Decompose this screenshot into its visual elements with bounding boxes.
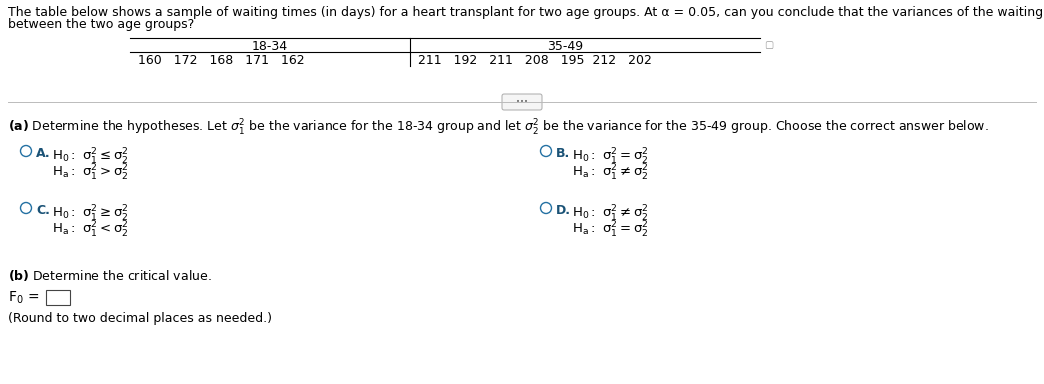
Circle shape (541, 202, 551, 214)
Text: A.: A. (35, 147, 50, 160)
Circle shape (21, 146, 31, 157)
Text: ▢: ▢ (764, 40, 774, 50)
Text: B.: B. (556, 147, 570, 160)
Text: D.: D. (556, 204, 571, 217)
FancyBboxPatch shape (46, 290, 70, 305)
Text: $\mathrm{H_a{:}\ \sigma_1^2 < \sigma_2^2}$: $\mathrm{H_a{:}\ \sigma_1^2 < \sigma_2^2… (52, 220, 128, 240)
Text: $\mathrm{H_a{:}\ \sigma_1^2 > \sigma_2^2}$: $\mathrm{H_a{:}\ \sigma_1^2 > \sigma_2^2… (52, 163, 128, 183)
Text: The table below shows a sample of waiting times (in days) for a heart transplant: The table below shows a sample of waitin… (8, 6, 1044, 19)
Text: •••: ••• (516, 99, 528, 105)
Text: 211   192   211   208   195  212   202: 211 192 211 208 195 212 202 (418, 54, 651, 67)
FancyBboxPatch shape (502, 94, 542, 110)
Text: $\bf{(a)}$ Determine the hypotheses. Let $\sigma_1^2$ be the variance for the 18: $\bf{(a)}$ Determine the hypotheses. Let… (8, 118, 989, 138)
Circle shape (21, 202, 31, 214)
Text: $\mathrm{H_0{:}\ \sigma_1^2 = \sigma_2^2}$: $\mathrm{H_0{:}\ \sigma_1^2 = \sigma_2^2… (572, 147, 648, 167)
Text: 35-49: 35-49 (547, 40, 583, 53)
Circle shape (541, 146, 551, 157)
Text: $\mathrm{H_0{:}\ \sigma_1^2 \leq \sigma_2^2}$: $\mathrm{H_0{:}\ \sigma_1^2 \leq \sigma_… (52, 147, 128, 167)
Text: $\mathrm{H_0{:}\ \sigma_1^2 \geq \sigma_2^2}$: $\mathrm{H_0{:}\ \sigma_1^2 \geq \sigma_… (52, 204, 128, 224)
Text: between the two age groups?: between the two age groups? (8, 18, 194, 31)
Text: $\mathrm{F_0}$ =: $\mathrm{F_0}$ = (8, 290, 40, 306)
Text: (Round to two decimal places as needed.): (Round to two decimal places as needed.) (8, 312, 272, 325)
Text: $\bf{(b)}$ Determine the critical value.: $\bf{(b)}$ Determine the critical value. (8, 268, 212, 283)
Text: 160   172   168   171   162: 160 172 168 171 162 (138, 54, 305, 67)
Text: $\mathrm{H_a{:}\ \sigma_1^2 \neq \sigma_2^2}$: $\mathrm{H_a{:}\ \sigma_1^2 \neq \sigma_… (572, 163, 648, 183)
Text: C.: C. (35, 204, 50, 217)
Text: $\mathrm{H_a{:}\ \sigma_1^2 = \sigma_2^2}$: $\mathrm{H_a{:}\ \sigma_1^2 = \sigma_2^2… (572, 220, 648, 240)
Text: 18-34: 18-34 (252, 40, 288, 53)
Text: $\mathrm{H_0{:}\ \sigma_1^2 \neq \sigma_2^2}$: $\mathrm{H_0{:}\ \sigma_1^2 \neq \sigma_… (572, 204, 648, 224)
